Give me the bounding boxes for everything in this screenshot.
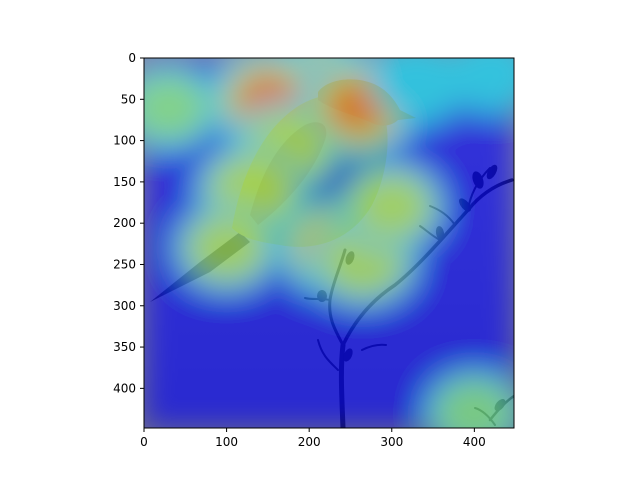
y-axis: 0 50 100 150 200 250 300 350 400 (113, 51, 144, 395)
y-tick-label: 300 (113, 299, 136, 313)
x-axis: 0 100 200 300 400 (140, 428, 486, 449)
y-tick-label: 400 (113, 381, 136, 395)
x-tick-label: 300 (380, 435, 403, 449)
axes-frame (143, 57, 515, 429)
heat-spot-11-0 (446, 58, 514, 113)
heat-spot-9-0 (368, 58, 465, 124)
y-tick-label: 250 (113, 257, 136, 271)
plot-area (144, 58, 514, 428)
y-tick-label: 200 (113, 216, 136, 230)
heat-spot-10-1 (351, 172, 432, 241)
x-tick-label: 200 (298, 435, 321, 449)
y-tick-label: 100 (113, 134, 136, 148)
x-tick-label: 0 (140, 435, 148, 449)
heat-spot-12-1 (435, 380, 513, 428)
heat-spot-8-1 (144, 74, 208, 141)
attention-heatmap (144, 58, 514, 428)
y-tick-label: 350 (113, 340, 136, 354)
x-tick-label: 400 (463, 435, 486, 449)
y-tick-label: 50 (121, 92, 136, 106)
y-tick-label: 0 (128, 51, 136, 65)
y-tick-label: 150 (113, 175, 136, 189)
heat-spot-5-1 (186, 214, 267, 282)
x-tick-label: 100 (215, 435, 238, 449)
